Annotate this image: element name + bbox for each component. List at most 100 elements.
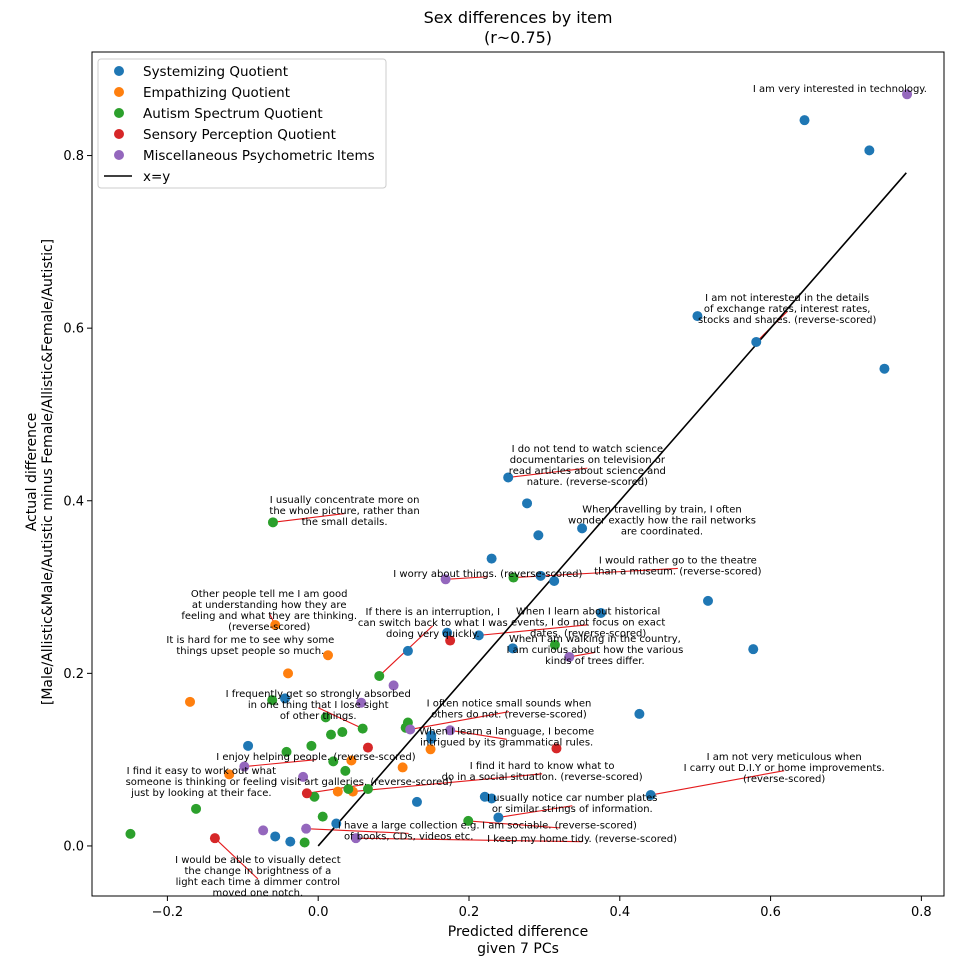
- annotation-text: events, I do not focus on exact: [511, 617, 665, 628]
- data-point: [463, 815, 474, 826]
- annotation-leader-line: [352, 773, 543, 793]
- data-point: [328, 756, 339, 767]
- annotation-text: kinds of trees differ.: [545, 656, 645, 667]
- annotation-text: do in a social situation. (reverse-score…: [442, 772, 643, 783]
- data-point: [503, 472, 514, 483]
- annotation-text: I do not tend to watch science: [512, 444, 663, 455]
- legend-label: Sensory Perception Quotient: [143, 127, 336, 143]
- x-axis-label-line2: given 7 PCs: [477, 941, 559, 957]
- legend-marker: [114, 129, 124, 139]
- data-point: [322, 650, 333, 661]
- data-point: [299, 837, 310, 848]
- annotation-leader-line: [650, 770, 785, 796]
- data-point: [298, 771, 309, 782]
- data-point: [346, 755, 357, 766]
- x-tick-label: 0.0: [308, 905, 329, 920]
- annotation-text: of books, CDs, videos etc.: [344, 831, 473, 842]
- data-point: [748, 644, 759, 655]
- data-point: [549, 639, 560, 650]
- annotation-leader-line: [445, 576, 488, 580]
- data-point: [337, 727, 348, 738]
- data-point: [185, 696, 196, 707]
- annotation-text: just by looking at their face.: [130, 788, 272, 799]
- annotation-leader-line: [410, 711, 510, 730]
- annotation-text: others do not. (reverse-scored): [431, 710, 587, 721]
- data-point: [645, 790, 656, 801]
- reference-line-x-equals-y: [317, 172, 907, 847]
- legend-marker: [114, 66, 124, 76]
- annotation-text: at understanding how they are: [192, 600, 347, 611]
- annotation-text: light each time a dimmer control: [176, 877, 340, 888]
- annotation-text: I usually notice car number plates: [487, 793, 657, 804]
- annotation-leader-line: [498, 805, 573, 819]
- annotation-text: I have a large collection e.g.: [338, 820, 480, 831]
- data-point: [317, 811, 328, 822]
- data-point: [397, 762, 408, 773]
- data-point: [799, 115, 810, 126]
- data-point: [595, 607, 606, 618]
- data-point: [551, 743, 562, 754]
- annotation-text: I visit art galleries. (reverse-scored): [274, 777, 452, 788]
- legend-marker: [114, 108, 124, 118]
- data-point: [350, 833, 361, 844]
- annotation-texts: I am very interested in technology. I am …: [126, 84, 927, 899]
- annotation-leader-line: [450, 729, 507, 740]
- annotation-text: (reverse-scored): [228, 622, 310, 633]
- annotation-text: Other people tell me I am good: [191, 589, 348, 600]
- annotation-text: nature. (reverse-scored): [527, 477, 648, 488]
- annotation-text: I find it hard to know what to: [470, 761, 615, 772]
- x-tick-label: 0.2: [459, 905, 480, 920]
- data-point: [507, 643, 518, 654]
- data-point: [564, 651, 575, 662]
- legend-marker: [114, 150, 124, 160]
- y-tick-label: 0.4: [63, 494, 84, 509]
- y-tick-label: 0.2: [63, 667, 84, 682]
- annotation-text: I would be able to visually detect: [175, 855, 341, 866]
- annotation-text: If there is an interruption, I: [366, 607, 500, 618]
- plot-frame: [91, 51, 945, 897]
- annotation-leader-line: [317, 707, 363, 730]
- annotation-text: the whole picture, rather than: [269, 506, 419, 517]
- data-point: [445, 725, 456, 736]
- annotation-text: (reverse-scored): [743, 774, 825, 785]
- annotation-text: I often notice small sounds when: [427, 699, 592, 710]
- data-point: [306, 740, 317, 751]
- data-point: [751, 336, 762, 347]
- annotation-text: someone is thinking or feeling: [126, 777, 277, 788]
- data-point: [577, 523, 588, 534]
- annotation-text: moved one notch.: [213, 888, 304, 899]
- annotation-text: can switch back to what I was: [358, 618, 508, 629]
- data-point: [426, 733, 437, 744]
- annotation-text: I would rather go to the theatre: [599, 555, 757, 566]
- data-point: [473, 630, 484, 641]
- annotation-text: the small details.: [302, 517, 388, 528]
- data-point: [879, 363, 890, 374]
- points-layer: [125, 89, 913, 848]
- data-point: [320, 712, 331, 723]
- annotation-text: stocks and shares. (reverse-scored): [698, 315, 877, 326]
- data-point: [267, 517, 278, 528]
- annotation-text: I worry about things. (reverse-scored): [393, 569, 582, 580]
- annotation-text: feeling and what they are thinking.: [181, 611, 357, 622]
- annotation-text: I keep my home tidy. (reverse-scored): [487, 834, 677, 845]
- series-2: [125, 517, 560, 848]
- annotation-text: wonder exactly how the rail networks: [568, 516, 756, 527]
- data-point: [442, 627, 453, 638]
- x-axis: −0.2 0.0 0.2 0.4 0.6 0.8: [152, 896, 932, 920]
- data-point: [388, 680, 399, 691]
- annotation-text: When I learn a language, I become: [419, 726, 594, 737]
- annotation-text: doing very quickly.: [386, 629, 480, 640]
- series-0: [243, 115, 890, 847]
- data-point: [309, 791, 320, 802]
- annotation-text: I enjoy helping people. (reverse-scored): [216, 752, 415, 763]
- annotation-leader-line: [468, 820, 560, 829]
- data-point: [535, 570, 546, 581]
- annotation-text: read articles about science and: [509, 466, 666, 477]
- data-point: [634, 708, 645, 719]
- annotation-text: It is hard for me to see why some: [166, 635, 334, 646]
- data-point: [331, 818, 342, 829]
- data-point: [191, 803, 202, 814]
- y-axis-label-line2: [Male/Allistic&Male/Autistic minus Femal…: [40, 239, 56, 705]
- annotation-leader-line: [355, 837, 583, 843]
- data-point: [332, 786, 343, 797]
